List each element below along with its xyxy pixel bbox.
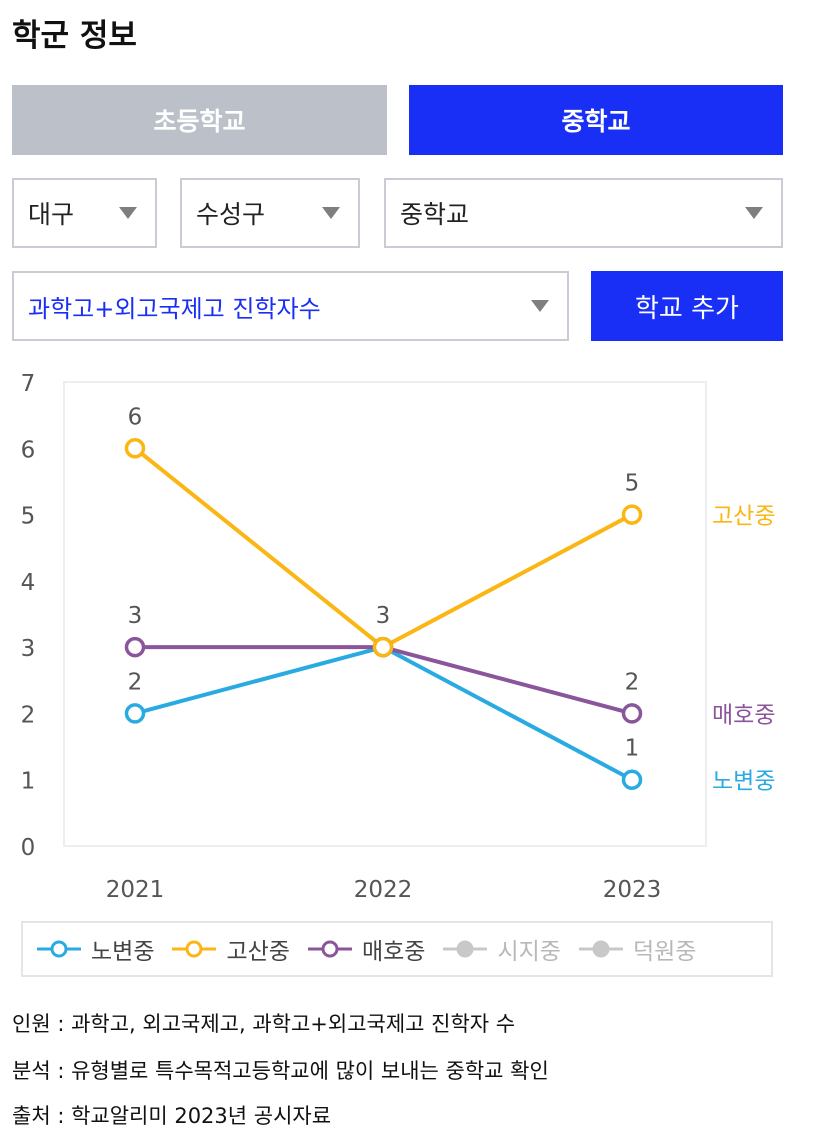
chevron-down-icon xyxy=(119,207,137,219)
chevron-down-icon xyxy=(745,207,763,219)
data-point xyxy=(124,438,146,459)
legend-label: 노변중 xyxy=(91,939,155,965)
y-tick-label: 2 xyxy=(21,702,36,728)
data-point xyxy=(621,769,643,790)
legend-label: 덕원중 xyxy=(632,939,697,965)
chevron-down-icon xyxy=(531,300,549,312)
data-label: 6 xyxy=(128,404,143,430)
y-tick-label: 5 xyxy=(21,504,36,530)
note-people: 인원 : 과학고, 외고국제고, 과학고+외고국제고 진학자 수 xyxy=(12,1012,516,1036)
tab-middle-school[interactable]: 중학교 xyxy=(409,85,783,155)
note-source: 출처 : 학교알리미 2023년 공시자료 xyxy=(12,1104,332,1128)
legend-marker-icon xyxy=(578,940,623,958)
y-tick-label: 7 xyxy=(21,371,36,397)
x-tick-label: 2023 xyxy=(603,877,662,903)
series-end-label: 매호중 xyxy=(712,702,775,728)
data-label: 1 xyxy=(625,736,640,762)
chevron-down-icon xyxy=(322,207,340,219)
metric-select-value: 과학고+외고국제고 진학자수 xyxy=(28,294,321,323)
district-select[interactable]: 수성구 xyxy=(180,178,360,248)
legend-item[interactable]: 매호중 xyxy=(306,932,425,966)
y-tick-label: 6 xyxy=(21,437,36,463)
data-label: 3 xyxy=(128,603,143,629)
x-tick-label: 2021 xyxy=(106,877,165,903)
school-level-select[interactable]: 중학교 xyxy=(384,178,783,248)
data-point xyxy=(621,703,643,724)
legend-marker-icon xyxy=(37,940,81,958)
data-point xyxy=(124,703,146,724)
legend-marker-icon xyxy=(172,940,217,958)
legend-marker-icon xyxy=(307,940,352,958)
city-select-value: 대구 xyxy=(28,200,75,229)
legend-item[interactable]: 고산중 xyxy=(170,932,290,966)
legend-item[interactable]: 시지중 xyxy=(441,932,561,966)
city-select[interactable]: 대구 xyxy=(12,178,157,248)
data-point xyxy=(124,636,146,658)
series-end-label: 고산중 xyxy=(712,504,775,530)
school-level-select-value: 중학교 xyxy=(400,200,470,229)
y-tick-label: 1 xyxy=(21,769,36,795)
y-tick-label: 3 xyxy=(21,636,36,662)
tab-elementary[interactable]: 초등학교 xyxy=(12,85,387,155)
note-analysis: 분석 : 유형별로 특수목적고등학교에 많이 보내는 중학교 확인 xyxy=(12,1059,549,1083)
data-label: 5 xyxy=(625,471,640,497)
legend-label: 시지중 xyxy=(497,939,561,965)
legend-item[interactable]: 덕원중 xyxy=(577,932,696,966)
legend-label: 매호중 xyxy=(361,939,426,965)
data-label: 2 xyxy=(625,669,640,695)
y-tick-label: 0 xyxy=(21,835,36,861)
data-point xyxy=(621,504,643,525)
data-point xyxy=(372,636,394,658)
series-end-label: 노변중 xyxy=(712,769,775,795)
series-line xyxy=(134,645,633,782)
legend-label: 고산중 xyxy=(226,939,290,965)
district-select-value: 수성구 xyxy=(196,200,266,229)
data-label: 3 xyxy=(376,603,391,629)
data-label: 2 xyxy=(128,669,143,695)
metric-select[interactable]: 과학고+외고국제고 진학자수 xyxy=(12,271,569,341)
legend-item[interactable]: 노변중 xyxy=(35,932,154,966)
plot-frame xyxy=(63,381,707,847)
add-school-button[interactable]: 학교 추가 xyxy=(591,271,783,341)
legend-marker-icon xyxy=(443,940,488,958)
chart-legend: 노변중 고산중 매호중 시지중 덕원중 xyxy=(21,921,773,977)
page-title: 학군 정보 xyxy=(12,18,137,54)
y-tick-label: 4 xyxy=(21,570,36,596)
x-tick-label: 2022 xyxy=(354,877,413,903)
